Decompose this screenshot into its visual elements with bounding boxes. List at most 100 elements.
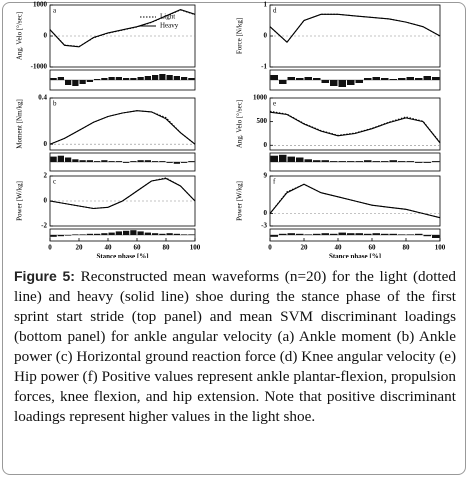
loading-bar xyxy=(130,230,137,235)
loading-bar xyxy=(270,155,278,162)
loading-bar xyxy=(389,160,397,162)
loading-bar xyxy=(347,233,355,235)
loading-bar xyxy=(166,162,173,163)
loading-bar xyxy=(313,233,321,235)
loading-bar xyxy=(432,77,440,80)
y-tick-label: -2 xyxy=(41,222,47,230)
loading-bar xyxy=(144,160,151,162)
loading-bar xyxy=(381,78,389,80)
loading-bar xyxy=(188,161,195,162)
loading-bar xyxy=(159,74,166,80)
loading-bar xyxy=(406,161,414,162)
loading-bar xyxy=(94,161,101,162)
y-tick-label: 0 xyxy=(264,141,268,149)
loading-bar xyxy=(270,75,278,80)
x-axis-title: Stance phase [%] xyxy=(96,253,148,258)
loading-bar xyxy=(86,160,93,162)
x-tick-label: 0 xyxy=(48,244,52,252)
loading-bar xyxy=(65,80,72,85)
y-tick-label: -3 xyxy=(261,222,267,230)
loading-bar xyxy=(123,78,130,80)
x-tick-label: 20 xyxy=(301,244,309,252)
y-axis-title: Power [W/kg] xyxy=(236,181,244,221)
panel-label: e xyxy=(273,100,276,108)
loading-bar xyxy=(338,232,346,235)
panel-label: d xyxy=(273,7,277,15)
series-line xyxy=(49,110,196,145)
loading-bar xyxy=(65,235,72,236)
series-line xyxy=(269,13,441,43)
loading-bar xyxy=(287,233,295,235)
loading-bar xyxy=(347,161,355,162)
caption: Figure 5: Reconstructed mean waveforms (… xyxy=(14,266,456,427)
loading-bar xyxy=(50,235,57,237)
loading-bar xyxy=(130,78,137,80)
loading-bar xyxy=(101,160,108,162)
loading-bar xyxy=(381,161,389,162)
caption-text: Reconstructed mean waveforms (n=20) for … xyxy=(14,268,456,425)
loading-bar xyxy=(130,161,137,162)
loading-bar xyxy=(423,76,431,80)
loading-bar xyxy=(137,160,144,162)
loading-bar xyxy=(372,233,380,235)
loading-bar xyxy=(57,77,64,80)
loading-bar xyxy=(279,154,287,162)
loading-bar xyxy=(94,233,101,235)
loading-bar xyxy=(188,78,195,80)
loading-bar xyxy=(115,77,122,80)
x-tick-label: 100 xyxy=(435,244,446,252)
loading-bar xyxy=(166,233,173,235)
loading-bar xyxy=(398,78,406,80)
loading-bar xyxy=(173,233,180,235)
x-axis-title: Stance phase [%] xyxy=(329,253,381,258)
loading-bar xyxy=(79,234,86,235)
loading-bar xyxy=(372,161,380,162)
y-tick-label: -1 xyxy=(261,63,267,71)
y-tick-label: 0 xyxy=(264,209,268,217)
y-axis-title: Power [W/kg] xyxy=(16,181,24,221)
loading-bar xyxy=(364,78,372,80)
loading-bar xyxy=(432,235,440,238)
loading-bar xyxy=(304,77,312,80)
loading-bar xyxy=(108,232,115,235)
loading-bar xyxy=(313,160,321,162)
loading-bar xyxy=(330,80,338,86)
caption-label: Figure 5: xyxy=(14,268,75,284)
loading-bar xyxy=(101,233,108,235)
loading-bar xyxy=(115,161,122,162)
panel-label: c xyxy=(53,178,56,186)
loading-bar xyxy=(287,77,295,80)
loading-bar xyxy=(94,79,101,80)
loading-bar xyxy=(355,233,363,235)
loading-bar xyxy=(364,233,372,235)
loading-bar xyxy=(321,80,329,83)
loading-bar xyxy=(415,233,423,235)
loading-bar xyxy=(101,78,108,80)
loading-bar xyxy=(296,78,304,80)
loading-bar xyxy=(338,80,346,87)
loading-bar xyxy=(166,75,173,80)
loading-bar xyxy=(86,80,93,82)
loading-bar xyxy=(50,156,57,162)
panel-label: f xyxy=(273,178,276,186)
plot-frame xyxy=(269,175,441,227)
loading-bar xyxy=(123,162,130,163)
loading-bar xyxy=(364,160,372,162)
panel-label: a xyxy=(53,7,57,15)
y-tick-label: 0 xyxy=(44,140,48,148)
loading-bar xyxy=(296,157,304,162)
y-axis-title: Ang. Velo [°/sec] xyxy=(16,12,24,60)
x-tick-label: 20 xyxy=(76,244,84,252)
loading-bar xyxy=(279,80,287,84)
y-tick-label: 0 xyxy=(44,197,48,205)
y-tick-label: 2 xyxy=(44,172,48,180)
loading-bar xyxy=(355,80,363,83)
x-tick-label: 100 xyxy=(190,244,201,252)
loading-bar xyxy=(406,234,414,235)
loading-bar xyxy=(406,77,414,80)
figure-frame xyxy=(2,2,466,475)
x-tick-label: 60 xyxy=(134,244,142,252)
loading-bar xyxy=(432,161,440,162)
y-tick-label: 1000 xyxy=(253,94,268,102)
loading-bar xyxy=(389,79,397,80)
